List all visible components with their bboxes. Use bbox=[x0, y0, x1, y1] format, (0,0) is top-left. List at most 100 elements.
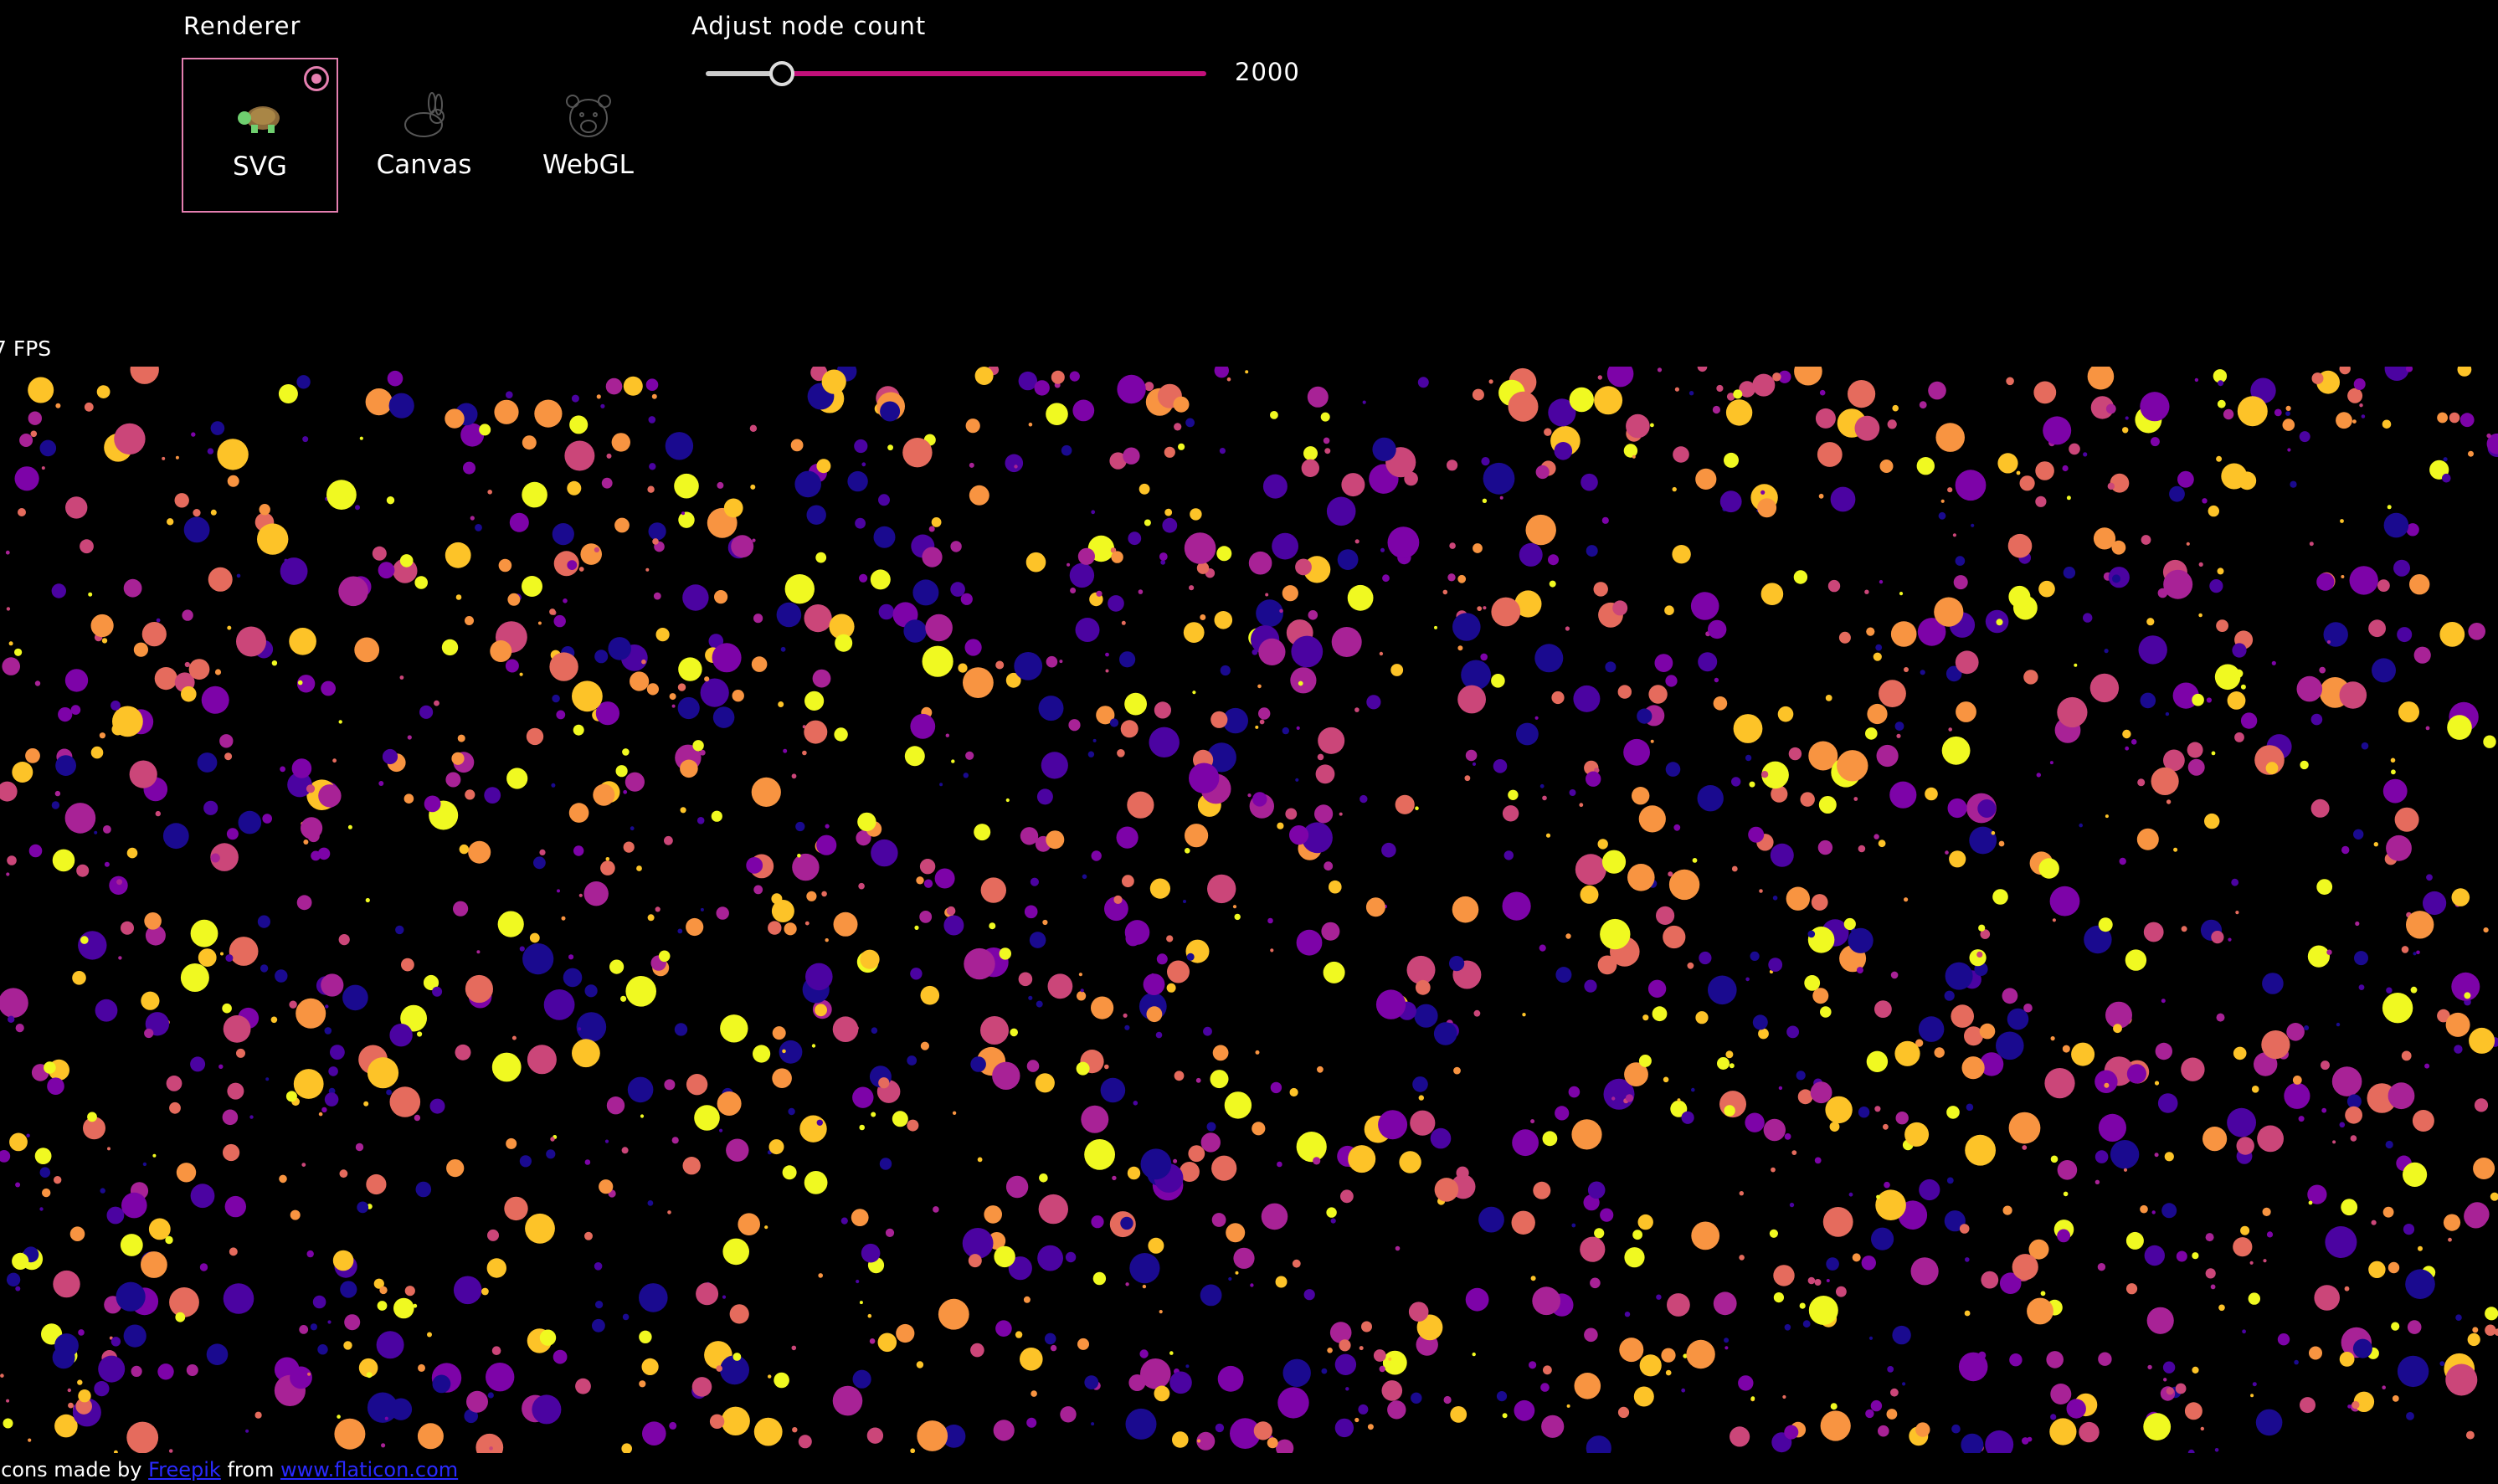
node bbox=[2457, 367, 2472, 377]
node bbox=[2069, 443, 2080, 455]
node bbox=[1724, 1346, 1729, 1350]
node bbox=[2284, 1082, 2310, 1109]
node bbox=[1169, 1371, 1192, 1394]
radio[interactable] bbox=[304, 66, 329, 91]
site-link[interactable]: www.flaticon.com bbox=[280, 1458, 459, 1481]
node bbox=[1014, 465, 1018, 469]
node bbox=[835, 634, 853, 652]
node bbox=[1200, 1284, 1222, 1307]
node bbox=[1656, 906, 1675, 925]
node bbox=[1814, 1279, 1822, 1286]
node bbox=[840, 1217, 848, 1225]
node bbox=[825, 824, 830, 829]
node bbox=[857, 812, 876, 832]
node bbox=[2372, 658, 2396, 683]
node bbox=[916, 1361, 924, 1368]
node bbox=[1096, 590, 1103, 597]
slider-track[interactable] bbox=[782, 71, 1206, 76]
author-link[interactable]: Freepik bbox=[148, 1458, 221, 1481]
node bbox=[2467, 1333, 2480, 1347]
node bbox=[2251, 1086, 2259, 1093]
node bbox=[1964, 1310, 1971, 1317]
node bbox=[1230, 1418, 1261, 1449]
node bbox=[429, 1098, 445, 1114]
node bbox=[1210, 1070, 1229, 1089]
node bbox=[1730, 1426, 1750, 1447]
node bbox=[2361, 742, 2369, 750]
node bbox=[2154, 1081, 2160, 1086]
node bbox=[1887, 1366, 1894, 1373]
node bbox=[647, 1200, 654, 1206]
node bbox=[1919, 401, 1927, 409]
renderer-option-svg[interactable]: SVG bbox=[182, 58, 338, 213]
node bbox=[1116, 826, 1138, 849]
node bbox=[186, 1364, 198, 1376]
node bbox=[332, 1250, 354, 1271]
node bbox=[729, 1304, 749, 1324]
node bbox=[1367, 1424, 1374, 1430]
node bbox=[1140, 1358, 1171, 1389]
node bbox=[576, 1012, 607, 1042]
node bbox=[120, 1234, 143, 1256]
node bbox=[291, 758, 312, 778]
node bbox=[1594, 386, 1623, 415]
node bbox=[44, 1061, 56, 1074]
node bbox=[152, 1153, 157, 1158]
node bbox=[2202, 498, 2208, 504]
renderer-option-webgl[interactable]: WebGL bbox=[510, 58, 666, 213]
node bbox=[1915, 1422, 1930, 1437]
node bbox=[1565, 933, 1571, 939]
node bbox=[1981, 1271, 1999, 1289]
slider-thumb[interactable] bbox=[769, 61, 794, 86]
node bbox=[806, 891, 817, 901]
node bbox=[491, 1346, 501, 1355]
node bbox=[681, 511, 685, 516]
node bbox=[2359, 403, 2363, 408]
node bbox=[1069, 371, 1080, 382]
node bbox=[1541, 1415, 1565, 1438]
node bbox=[1555, 967, 1572, 983]
node bbox=[1018, 972, 1033, 987]
node bbox=[1390, 664, 1404, 676]
node bbox=[2416, 950, 2420, 955]
node bbox=[879, 1158, 892, 1170]
node bbox=[2, 657, 20, 675]
node bbox=[674, 473, 699, 499]
node bbox=[1315, 764, 1335, 784]
node bbox=[1934, 597, 1964, 627]
node bbox=[1822, 1207, 1853, 1237]
node bbox=[568, 803, 589, 823]
node bbox=[1789, 1202, 1795, 1208]
node bbox=[2257, 1125, 2285, 1153]
node bbox=[2028, 1239, 2049, 1260]
node bbox=[917, 1420, 948, 1451]
node bbox=[1838, 631, 1851, 644]
option-label: Canvas bbox=[376, 150, 472, 180]
node bbox=[1920, 670, 1925, 675]
node bbox=[623, 376, 643, 396]
node bbox=[601, 477, 613, 489]
node bbox=[223, 1283, 254, 1314]
renderer-option-canvas[interactable]: Canvas bbox=[346, 58, 502, 213]
node bbox=[1825, 695, 1832, 701]
node bbox=[1219, 448, 1226, 454]
node bbox=[1580, 1236, 1606, 1262]
node bbox=[2105, 1001, 2132, 1029]
node bbox=[1472, 762, 1477, 766]
node bbox=[1411, 1392, 1422, 1404]
node bbox=[938, 1298, 969, 1330]
node bbox=[1005, 1175, 1029, 1199]
node bbox=[481, 1287, 489, 1296]
node bbox=[318, 1112, 323, 1117]
node bbox=[1811, 894, 1828, 911]
node bbox=[1853, 797, 1858, 801]
node bbox=[2083, 452, 2088, 457]
node bbox=[26, 1133, 30, 1137]
node bbox=[1892, 1325, 1911, 1345]
node bbox=[162, 823, 189, 850]
node bbox=[1417, 377, 1429, 388]
node bbox=[265, 1077, 270, 1081]
node bbox=[651, 393, 657, 399]
node bbox=[1969, 949, 1987, 967]
node bbox=[1196, 1431, 1216, 1451]
